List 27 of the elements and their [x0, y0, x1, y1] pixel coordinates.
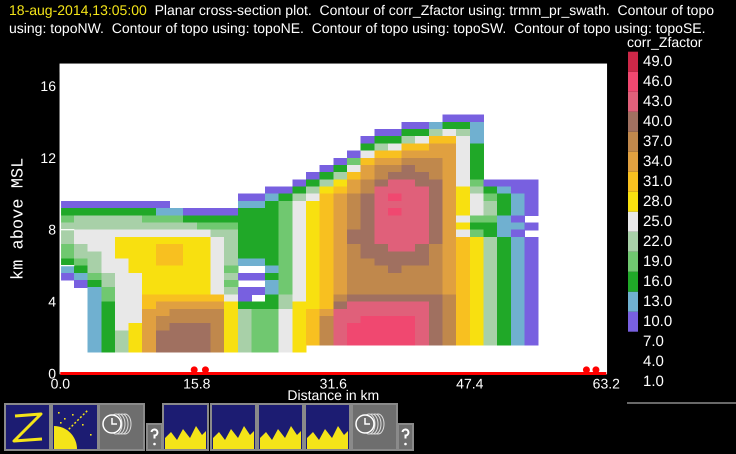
y-tick-label: 16	[40, 78, 56, 94]
x-tick-label: 31.6	[320, 376, 348, 392]
y-tick-label: 12	[40, 150, 56, 166]
color-bar-label: 19.0	[643, 253, 672, 270]
color-bar-label: 46.0	[643, 73, 672, 90]
x-tick-label: 47.4	[456, 376, 484, 392]
color-bar-label: 1.0	[643, 373, 664, 390]
y-tick-label: 4	[48, 294, 56, 310]
color-bar-label: 7.0	[643, 333, 664, 350]
color-bar-label: 40.0	[643, 113, 672, 130]
color-bar-label: 22.0	[643, 233, 672, 250]
color-bar-label: 31.0	[643, 173, 672, 190]
color-bar-label: 34.0	[643, 153, 672, 170]
color-bar-label: 13.0	[643, 293, 672, 310]
color-bar-label: 25.0	[643, 213, 672, 230]
color-bar-label: 10.0	[643, 313, 672, 330]
color-bar-label: 49.0	[643, 53, 672, 70]
chart-title: 18-aug-2014,13:05:00 Planar cross-section plot. Contour of corr_Zfactor using: trmm_pr_swath. Contour of topo using: topoNW. Contour of topo using: topoNE. Contour of topo using: topoSW. Contour of topo using: topoSE.	[9, 2, 714, 36]
color-bar-label: 28.0	[643, 193, 672, 210]
color-bar-label: 16.0	[643, 273, 672, 290]
color-bar-label: 4.0	[643, 353, 664, 370]
y-axis-title: km above MSL	[10, 158, 28, 280]
color-bar-label: 37.0	[643, 133, 672, 150]
x-tick-label: 63.2	[592, 376, 620, 392]
y-tick-label: 8	[48, 222, 56, 238]
color-bar-label: 43.0	[643, 93, 672, 110]
x-tick-label: 15.8	[183, 376, 211, 392]
